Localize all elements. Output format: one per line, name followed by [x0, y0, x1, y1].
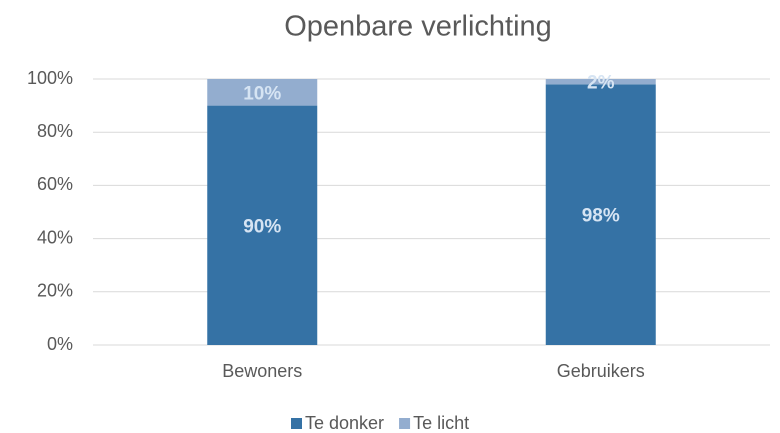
y-tick-label: 80%	[37, 121, 73, 141]
y-tick-label: 40%	[37, 227, 73, 247]
legend-swatch	[399, 418, 411, 429]
legend-label: Te licht	[413, 413, 469, 433]
x-tick-label: Bewoners	[222, 361, 302, 381]
x-tick-label: Gebruikers	[557, 361, 645, 381]
y-tick-label: 0%	[47, 334, 73, 354]
bar-segment	[207, 79, 318, 106]
data-label: 90%	[243, 216, 281, 237]
bar-segment	[207, 105, 318, 345]
legend-swatch	[291, 418, 302, 429]
bar-segment	[545, 79, 656, 85]
chart-title: Openbare verlichting	[284, 11, 552, 43]
data-label: 98%	[582, 206, 620, 227]
y-tick-label: 100%	[27, 68, 73, 88]
legend-label: Te donker	[305, 413, 384, 433]
bar-segment	[545, 84, 656, 345]
y-tick-label: 20%	[37, 281, 73, 301]
data-label: 10%	[243, 83, 281, 104]
data-label: 2%	[587, 73, 615, 94]
y-tick-label: 60%	[37, 174, 73, 194]
